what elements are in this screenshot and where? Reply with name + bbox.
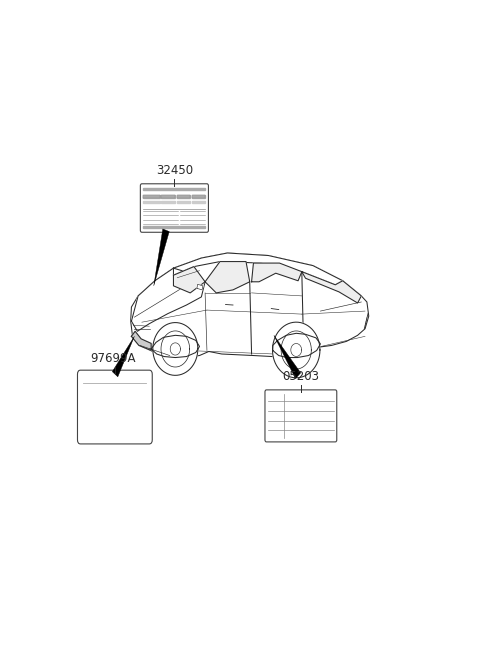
Polygon shape bbox=[302, 272, 361, 303]
FancyBboxPatch shape bbox=[265, 390, 337, 442]
Polygon shape bbox=[173, 266, 205, 293]
Text: 32450: 32450 bbox=[156, 164, 193, 176]
Polygon shape bbox=[132, 331, 151, 350]
Polygon shape bbox=[112, 337, 134, 377]
Polygon shape bbox=[161, 195, 175, 198]
Polygon shape bbox=[144, 201, 160, 203]
FancyBboxPatch shape bbox=[77, 370, 152, 444]
Polygon shape bbox=[273, 322, 320, 378]
Polygon shape bbox=[151, 335, 200, 358]
Polygon shape bbox=[144, 226, 205, 228]
Polygon shape bbox=[273, 333, 321, 358]
Text: 05203: 05203 bbox=[282, 370, 319, 383]
Polygon shape bbox=[144, 188, 205, 190]
Polygon shape bbox=[205, 262, 250, 293]
Polygon shape bbox=[192, 201, 205, 203]
Polygon shape bbox=[197, 284, 203, 290]
Polygon shape bbox=[153, 323, 198, 375]
Polygon shape bbox=[252, 263, 302, 282]
Text: 97699A: 97699A bbox=[90, 352, 136, 365]
Polygon shape bbox=[192, 195, 205, 198]
Polygon shape bbox=[132, 268, 205, 331]
Polygon shape bbox=[144, 195, 160, 198]
Polygon shape bbox=[131, 253, 369, 358]
Polygon shape bbox=[173, 253, 343, 285]
Polygon shape bbox=[177, 195, 190, 198]
FancyBboxPatch shape bbox=[140, 184, 208, 232]
Polygon shape bbox=[274, 335, 300, 379]
Polygon shape bbox=[154, 229, 169, 286]
Polygon shape bbox=[161, 201, 175, 203]
Polygon shape bbox=[177, 201, 190, 203]
